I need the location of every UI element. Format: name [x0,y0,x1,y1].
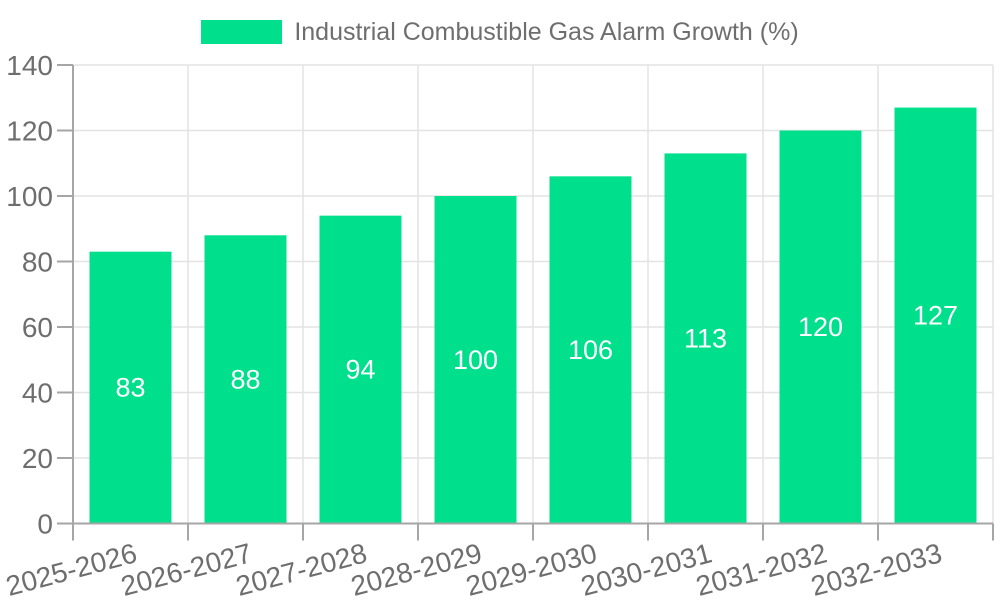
bar-2030-2031[interactable] [664,153,747,524]
bar-2032-2033[interactable] [894,107,977,524]
x-tick-label-2029-2030: 2029-2030 [463,537,600,600]
x-tick-label-2032-2033: 2032-2033 [808,537,945,600]
y-tick-label-80: 80 [22,247,53,278]
x-tick-label-2027-2028: 2027-2028 [233,537,370,600]
y-tick-label-20: 20 [22,443,53,474]
chart-legend-item[interactable]: Industrial Combustible Gas Alarm Growth … [0,18,1000,46]
bar-value-label-2026-2027: 88 [230,364,260,394]
y-tick-label-140: 140 [6,50,53,81]
bar-value-label-2028-2029: 100 [453,345,498,375]
x-tick-label-2031-2032: 2031-2032 [693,537,830,600]
x-tick-label-2025-2026: 2025-2026 [3,537,140,600]
x-tick-label-2030-2031: 2030-2031 [578,537,715,600]
y-tick-label-40: 40 [22,378,53,409]
bar-value-label-2029-2030: 106 [568,335,613,365]
bar-value-label-2031-2032: 120 [798,312,843,342]
y-tick-label-100: 100 [6,181,53,212]
x-tick-label-2028-2029: 2028-2029 [348,537,485,600]
bar-2025-2026[interactable] [89,251,172,524]
bar-2028-2029[interactable] [434,196,517,524]
bar-value-label-2032-2033: 127 [913,301,958,331]
bar-2026-2027[interactable] [204,235,287,524]
y-tick-label-0: 0 [37,509,53,540]
bar-value-label-2025-2026: 83 [115,373,145,403]
y-tick-label-120: 120 [6,116,53,147]
bar-2029-2030[interactable] [549,176,632,524]
bar-value-label-2030-2031: 113 [684,323,727,353]
bar-value-label-2027-2028: 94 [345,355,375,385]
bar-2031-2032[interactable] [779,130,862,524]
x-tick-label-2026-2027: 2026-2027 [118,537,255,600]
bar-2027-2028[interactable] [319,215,402,524]
legend-label: Industrial Combustible Gas Alarm Growth … [294,18,799,46]
legend-swatch-icon [201,20,283,44]
y-tick-label-60: 60 [22,312,53,343]
